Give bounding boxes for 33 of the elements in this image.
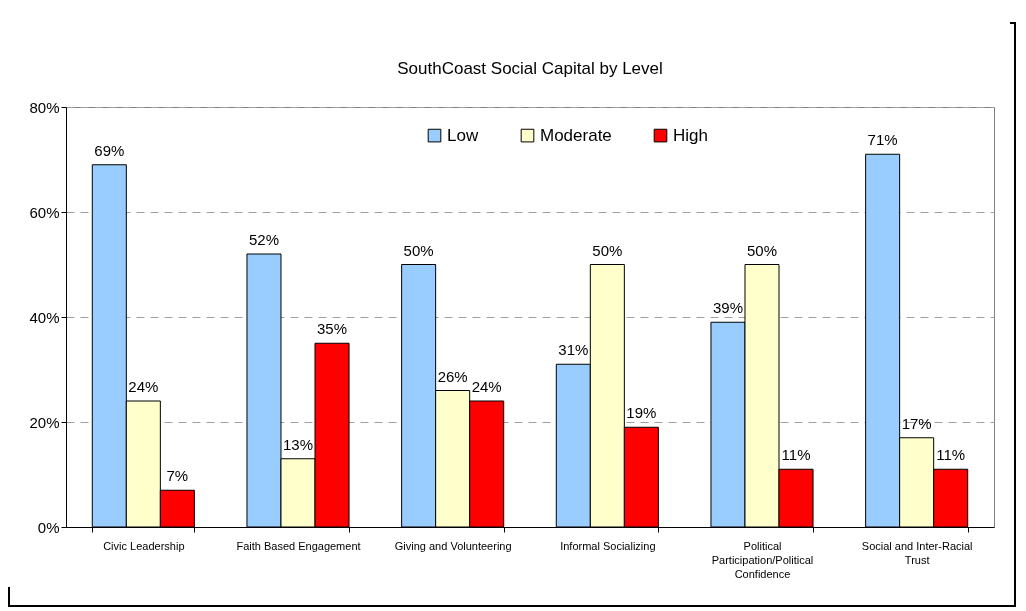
data-label: 11% bbox=[936, 446, 966, 464]
legend-label: Low bbox=[447, 125, 479, 145]
x-tick-label: Social and Inter-Racial Trust bbox=[861, 539, 973, 566]
data-label: 50% bbox=[403, 241, 434, 259]
data-label: 24% bbox=[471, 378, 502, 395]
x-tick-label: Civic Leadership bbox=[103, 539, 185, 552]
y-tick-label: 20% bbox=[29, 413, 60, 431]
data-label: 31% bbox=[558, 341, 589, 359]
x-tick-label: Faith Based Engagement bbox=[236, 539, 361, 552]
data-label: 50% bbox=[592, 241, 623, 259]
data-label: 35% bbox=[317, 320, 348, 338]
chart-title: SouthCoast Social Capital by Level bbox=[397, 59, 663, 78]
data-label: 69% bbox=[94, 141, 125, 159]
data-label: 13% bbox=[282, 435, 314, 453]
data-label: 7% bbox=[166, 467, 189, 485]
legend-label: Moderate bbox=[540, 125, 612, 145]
data-label: 11% bbox=[781, 446, 811, 464]
data-label: 39% bbox=[712, 299, 743, 317]
data-label: 71% bbox=[867, 131, 898, 149]
data-label: 24% bbox=[128, 378, 159, 395]
data-label: 52% bbox=[248, 231, 279, 248]
x-tick-label: Informal Socializing bbox=[560, 539, 656, 552]
legend-label: High bbox=[673, 125, 708, 145]
x-tick-label: Political Participation/Political Confidence bbox=[711, 539, 814, 580]
x-tick-label: Giving and Volunteering bbox=[394, 539, 512, 552]
data-label: 19% bbox=[626, 404, 657, 422]
y-tick-label: 0% bbox=[37, 518, 60, 536]
y-tick-label: 80% bbox=[29, 98, 60, 116]
data-label: 26% bbox=[437, 367, 468, 385]
y-tick-label: 40% bbox=[29, 308, 60, 326]
y-tick-label: 60% bbox=[29, 203, 60, 221]
data-label: 50% bbox=[746, 241, 778, 259]
data-label: 17% bbox=[901, 414, 932, 432]
